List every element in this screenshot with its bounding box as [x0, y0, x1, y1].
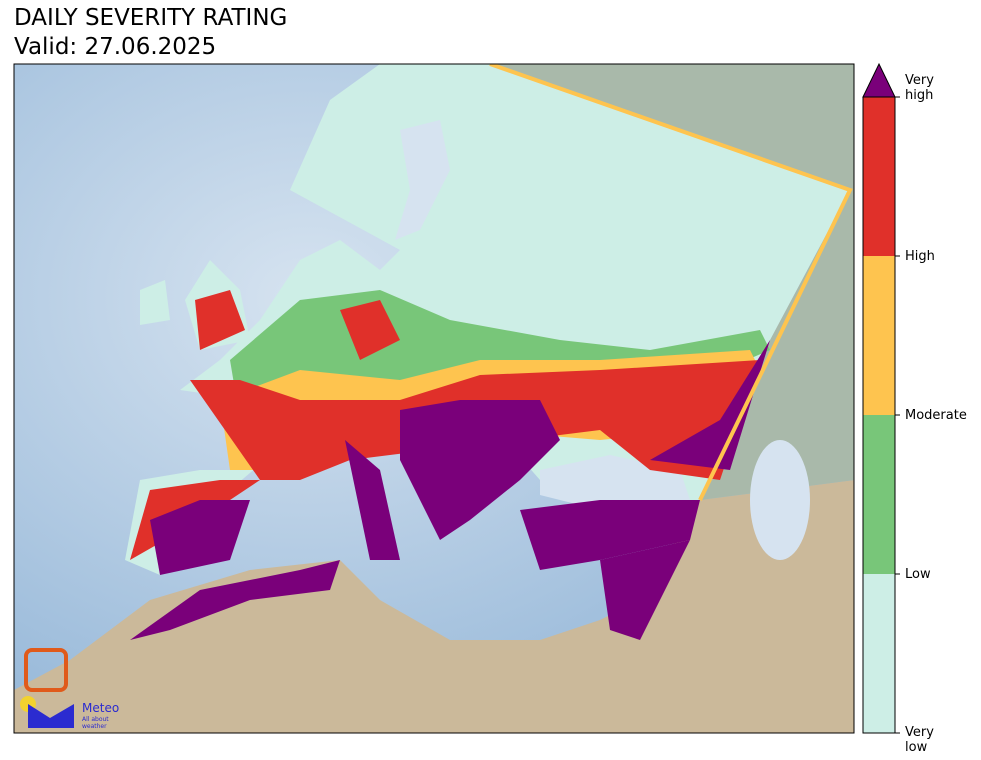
colorbar-segment: [863, 415, 895, 574]
risk-area: [130, 560, 340, 640]
logo-tagline: All about weather: [82, 716, 109, 730]
land-ireland: [140, 280, 170, 325]
risk-area: [130, 360, 760, 560]
risk-area: [520, 500, 700, 570]
colorbar-label: Very low: [905, 725, 934, 755]
risk-area: [600, 540, 690, 640]
logo-name: Meteo: [82, 701, 120, 715]
logo-mark: [24, 648, 68, 692]
risk-area: [400, 400, 560, 540]
caspian-sea: [750, 440, 810, 560]
land: [490, 64, 854, 500]
colorbar-segment: [863, 97, 895, 256]
land: [14, 480, 854, 733]
colorbar-segment: [863, 256, 895, 415]
risk-area: [650, 340, 770, 470]
subtitle: Valid: 27.06.2025: [14, 34, 217, 60]
colorbar-extension: [862, 62, 896, 98]
logo-mark: [28, 704, 74, 728]
risk-area: [195, 290, 245, 350]
map-frame: [13, 63, 855, 734]
colorbar-frame: [862, 96, 896, 734]
colorbar-label: Very high: [905, 73, 934, 103]
risk-area: [345, 440, 400, 560]
colorbar-label: Low: [905, 566, 931, 582]
colorbar-label: Moderate: [905, 407, 967, 423]
baltic-sea: [395, 120, 450, 240]
colorbar-label: High: [905, 248, 935, 264]
colorbar-segment: [863, 574, 895, 733]
risk-area: [340, 300, 400, 360]
domain-edge: [489, 64, 853, 501]
risk-area: [150, 500, 250, 575]
title: DAILY SEVERITY RATING: [14, 5, 288, 31]
colorbar: [862, 62, 900, 734]
